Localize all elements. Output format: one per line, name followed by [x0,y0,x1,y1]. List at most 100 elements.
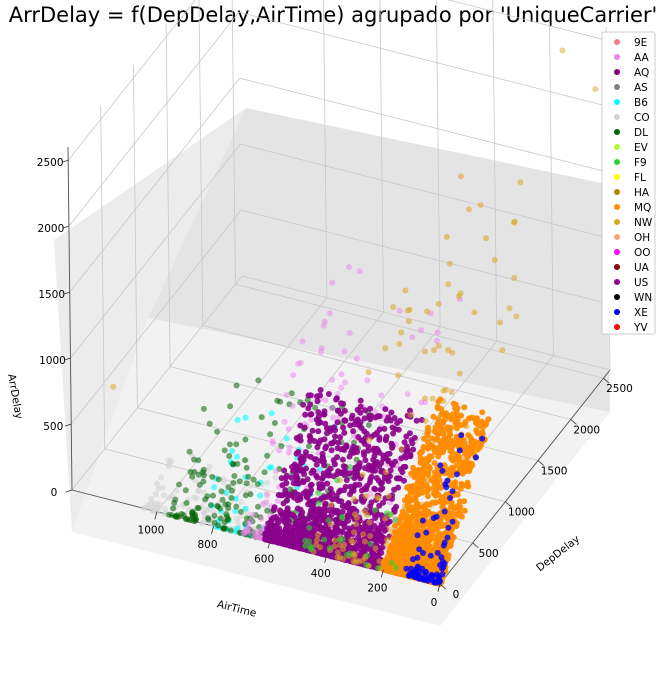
z-tick-label-mark [64,357,71,361]
scatter-point [245,473,252,480]
scatter-point [390,430,397,437]
scatter-point [334,419,341,426]
scatter-point [342,464,349,471]
scatter-point [334,549,341,556]
legend-label: F9 [634,157,647,169]
scatter-point [309,501,315,508]
scatter-point [418,448,425,455]
scatter-point [393,564,400,571]
scatter-point [288,474,295,481]
scatter-point [346,470,353,477]
scatter-point [289,402,296,409]
scatter-point [377,480,384,487]
scatter-point [424,426,431,433]
scatter-point [458,513,465,520]
scatter-point [229,448,236,454]
scatter-point [410,446,417,453]
scatter-point [311,456,318,463]
scatter-point [376,463,383,470]
scatter-point [443,410,450,417]
scatter-point [405,318,412,325]
x-tick-label: 1500 [541,466,568,478]
scatter-point [217,515,224,522]
scatter-point [420,465,427,471]
scatter-point [363,430,370,437]
scatter-point [315,490,322,496]
scatter-point [457,485,464,492]
scatter-point [392,517,399,524]
scatter-point [351,511,358,518]
scatter-point [405,572,412,579]
scatter-point [281,418,288,425]
scatter-point [270,514,277,521]
scatter-point [438,411,445,418]
scatter-point [460,437,467,444]
x-grid-floor [202,324,571,420]
scatter-point [431,347,438,353]
scatter-point [443,233,450,240]
scatter-point [341,487,347,494]
scatter-point [273,528,280,535]
z-tick-label: 2500 [37,157,64,169]
scatter-point [469,462,475,469]
scatter-point [420,550,426,556]
scatter-point [320,411,327,418]
scatter-point [357,397,364,404]
scatter-point [461,498,468,505]
scatter-point [325,470,332,477]
scatter-point [279,540,286,547]
scatter-point [233,382,240,389]
scatter-point [393,503,400,510]
scatter-point [448,389,455,395]
scatter-point [414,532,421,539]
scatter-point [355,434,362,440]
scatter-point [228,494,235,501]
legend-label: NW [634,217,653,229]
scatter-point [361,415,368,422]
scatter-point [365,422,372,429]
x-tick-label-mark [603,377,610,384]
scatter-point [299,453,305,460]
scatter-point [339,456,346,463]
scatter-point [320,548,327,555]
x-tick-label: 2000 [573,424,600,436]
scatter-point [407,407,413,414]
scatter-point [215,476,222,483]
scatter-point [351,529,357,536]
scatter-point [281,509,288,516]
scatter-point [395,475,402,482]
scatter-point [302,449,309,456]
scatter-point [365,443,372,450]
scatter-point [382,345,389,352]
scatter-point [236,478,243,485]
scatter-point [288,390,295,397]
scatter-point [254,481,261,488]
scatter-point [438,554,445,561]
scatter-point [306,443,312,450]
x-tick-label-mark [439,583,446,590]
scatter-point [207,502,214,508]
scatter-point [220,525,227,532]
x-tick-label-mark [537,460,544,466]
legend-marker [614,279,620,285]
scatter-point [443,484,450,491]
scatter-point [327,425,334,432]
scatter-point [386,526,393,533]
scatter-point [299,338,306,345]
scatter-point [362,545,368,552]
legend-marker [614,189,620,195]
scatter-point [340,445,347,452]
scatter-point [356,460,363,467]
scatter-point [334,519,341,526]
scatter-point [434,566,441,573]
scatter-point [268,410,275,417]
scatter-point [447,495,454,501]
scatter-point [341,429,348,436]
scatter-point [356,422,363,429]
scatter-point [200,478,207,485]
scatter-point [443,444,450,451]
scatter-point [445,513,452,520]
scatter-point [479,435,486,442]
z-grid-wall-back [70,143,241,359]
scatter-point [414,554,421,561]
